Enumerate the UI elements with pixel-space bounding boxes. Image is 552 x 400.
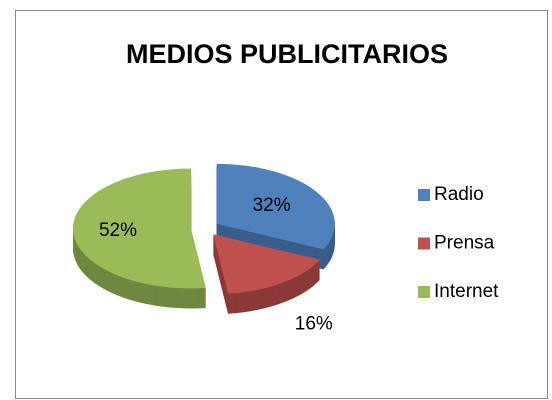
legend-swatch [418, 189, 430, 201]
data-label: 16% [295, 314, 333, 335]
legend-label: Radio [434, 184, 484, 205]
pie-slice [216, 163, 335, 250]
legend-swatch [418, 286, 430, 298]
legend-label: Internet [434, 281, 499, 302]
chart-title: MEDIOS PUBLICITARIOS [126, 39, 448, 69]
data-label: 52% [99, 220, 137, 241]
pie-slice [213, 234, 320, 294]
pie-slice [73, 168, 206, 289]
data-label: 32% [253, 195, 291, 216]
legend-label: Prensa [434, 233, 495, 254]
legend-swatch [418, 237, 430, 250]
